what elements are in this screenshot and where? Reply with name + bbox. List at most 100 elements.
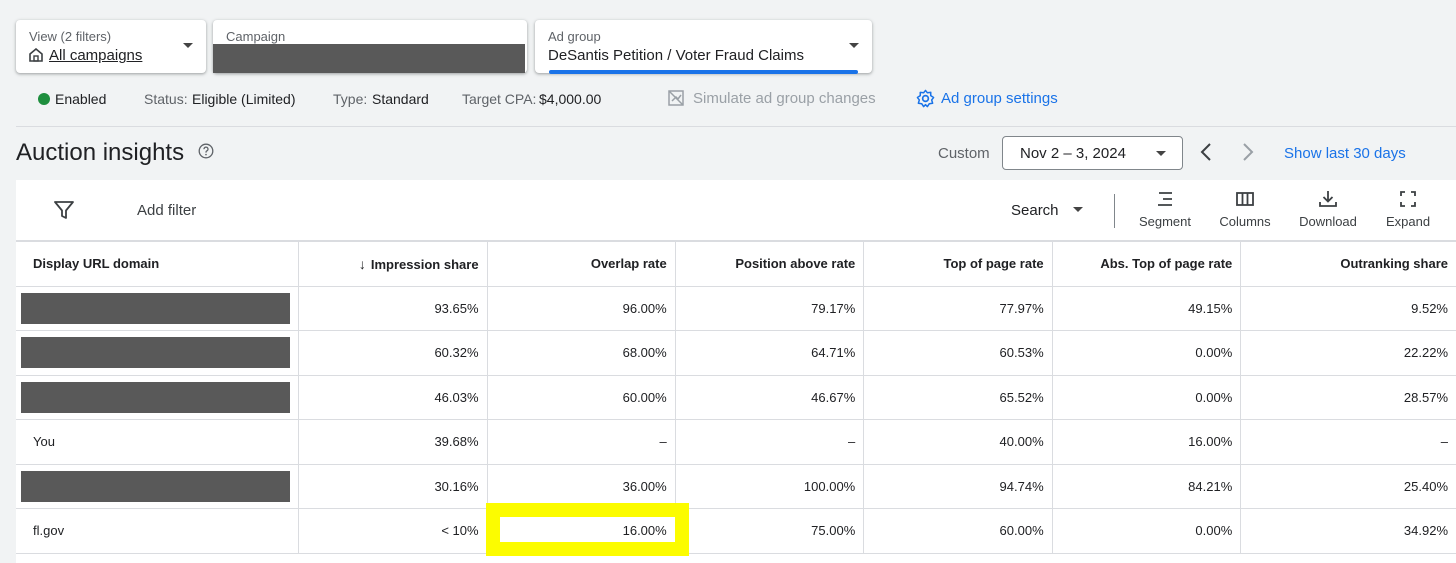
table-cell: 30.16% — [298, 463, 488, 509]
date-range-value: Nov 2 – 3, 2024 — [1020, 145, 1126, 162]
column-header-label: Position above rate — [735, 256, 856, 272]
simulate-icon — [668, 90, 684, 106]
status-value: Eligible (Limited) — [192, 91, 296, 107]
segment-icon — [1158, 192, 1172, 206]
auction-insights-card: Add filter Search Segment Columns Downlo… — [16, 180, 1456, 563]
redacted-domain — [21, 292, 290, 324]
chevron-down-icon — [849, 43, 859, 48]
table-cell: – — [486, 419, 676, 465]
column-header[interactable]: Display URL domain — [16, 241, 299, 287]
expand-icon — [1400, 191, 1416, 207]
adgroup-value: DeSantis Petition / Voter Fraud Claims — [548, 47, 804, 64]
table-row: You 39.68% – – 40.00% 16.00% – — [16, 419, 1456, 465]
custom-label: Custom — [938, 145, 990, 162]
adgroup-settings-link[interactable]: Ad group settings — [941, 90, 1058, 107]
table-cell: 93.65% — [298, 285, 488, 331]
enabled-dot-icon — [38, 93, 50, 105]
highlighted-value: 16.00% — [622, 523, 667, 539]
table-cell: 100.00% — [674, 463, 865, 509]
table-cell: < 10% — [298, 508, 488, 554]
columns-label: Columns — [1219, 214, 1271, 229]
chevron-down-icon — [1156, 151, 1166, 156]
table-cell: 46.67% — [674, 374, 865, 420]
column-header-label: Overlap rate — [590, 256, 667, 272]
auction-insights-table: Display URL domain ↓ Impression share Ove… — [16, 241, 1456, 556]
domain-cell — [16, 285, 299, 331]
chevron-down-icon — [183, 43, 193, 48]
column-header-sorted[interactable]: ↓ Impression share — [298, 241, 488, 287]
redacted-domain — [21, 337, 290, 369]
simulate-button[interactable]: Simulate ad group changes — [693, 90, 876, 107]
help-icon[interactable] — [198, 143, 214, 159]
column-header-label: Impression share — [370, 256, 479, 272]
table-row: 93.65% 96.00% 79.17% 77.97% 49.15% 9.52% — [16, 285, 1456, 331]
redacted-domain — [21, 470, 290, 502]
table-cell: 49.15% — [1051, 285, 1242, 331]
table-cell: 84.21% — [1051, 463, 1242, 509]
segment-label: Segment — [1138, 214, 1192, 229]
table-cell: – — [674, 419, 865, 465]
divider — [16, 126, 1456, 127]
table-cell: 34.92% — [1240, 508, 1456, 554]
table-cell: 60.00% — [863, 508, 1053, 554]
table-cell: 75.00% — [674, 508, 865, 554]
table-row: 46.03% 60.00% 46.67% 65.52% 0.00% 28.57% — [16, 374, 1456, 420]
table-cell: 94.74% — [863, 463, 1053, 509]
column-header-label: Abs. Top of page rate — [1100, 256, 1233, 272]
cpa-value: $4,000.00 — [539, 91, 602, 107]
download-button[interactable]: Download — [1296, 190, 1360, 229]
active-underline — [549, 70, 858, 74]
view-value-wrap: All campaigns — [29, 47, 142, 64]
campaign-selector[interactable]: Campaign — [213, 20, 527, 73]
column-header[interactable]: Overlap rate — [486, 241, 676, 287]
type-label: Type: — [333, 91, 368, 107]
table-cell: 46.03% — [298, 374, 488, 420]
status-label: Status: — [144, 91, 188, 107]
columns-button[interactable]: Columns — [1215, 190, 1275, 229]
domain-cell — [16, 330, 299, 376]
view-selector[interactable]: View (2 filters) All campaigns — [16, 20, 206, 73]
table-cell: 60.32% — [298, 330, 488, 376]
campaign-label: Campaign — [226, 29, 286, 44]
table-cell: 36.00% — [486, 463, 676, 509]
table-row: fl.gov < 10% 16.00% 75.00% 60.00% 0.00% … — [16, 503, 1456, 556]
table-cell: 60.53% — [863, 330, 1053, 376]
column-header[interactable]: Abs. Top of page rate — [1051, 241, 1242, 287]
columns-icon — [1236, 192, 1254, 206]
table-header-row: Display URL domain ↓ Impression share Ove… — [16, 241, 1456, 287]
segment-button[interactable]: Segment — [1136, 190, 1194, 229]
download-label: Download — [1299, 214, 1357, 229]
view-value[interactable]: All campaigns — [49, 47, 143, 64]
adgroup-selector[interactable]: Ad group DeSantis Petition / Voter Fraud… — [535, 20, 872, 74]
chevron-down-icon — [1072, 207, 1083, 212]
table-cell: 65.52% — [863, 374, 1053, 420]
table-row: 60.32% 68.00% 64.71% 60.53% 0.00% 22.22% — [16, 330, 1456, 376]
table-cell: 60.00% — [486, 374, 676, 420]
filter-icon[interactable] — [54, 200, 74, 220]
show-last-30-days-link[interactable]: Show last 30 days — [1284, 145, 1406, 162]
column-header[interactable]: Top of page rate — [863, 241, 1053, 287]
download-icon — [1319, 191, 1337, 207]
column-header-label: Top of page rate — [943, 256, 1044, 272]
column-header[interactable]: Outranking share — [1240, 241, 1456, 287]
type-value: Standard — [372, 91, 429, 107]
gear-icon — [916, 89, 935, 108]
search-dropdown[interactable]: Search — [1011, 202, 1083, 219]
column-header-label: Display URL domain — [33, 256, 160, 272]
highlighted-cell: 16.00% — [485, 503, 689, 556]
chevron-left-icon[interactable] — [1199, 142, 1213, 162]
add-filter-button[interactable]: Add filter — [137, 202, 197, 219]
table-cell: 0.00% — [1051, 508, 1242, 554]
chevron-right-icon[interactable] — [1241, 142, 1255, 162]
enabled-label: Enabled — [55, 91, 107, 107]
status-row: Enabled Status: Eligible (Limited) Type:… — [0, 89, 1456, 109]
arrow-down-icon: ↓ — [358, 255, 366, 272]
table-cell: 25.40% — [1240, 463, 1456, 509]
column-header[interactable]: Position above rate — [674, 241, 865, 287]
date-range-picker[interactable]: Nov 2 – 3, 2024 — [1002, 136, 1183, 170]
table-cell: 9.52% — [1240, 285, 1456, 331]
table-cell: 40.00% — [863, 419, 1053, 465]
expand-button[interactable]: Expand — [1382, 190, 1434, 229]
table-cell: 68.00% — [486, 330, 676, 376]
table-cell: 22.22% — [1240, 330, 1456, 376]
